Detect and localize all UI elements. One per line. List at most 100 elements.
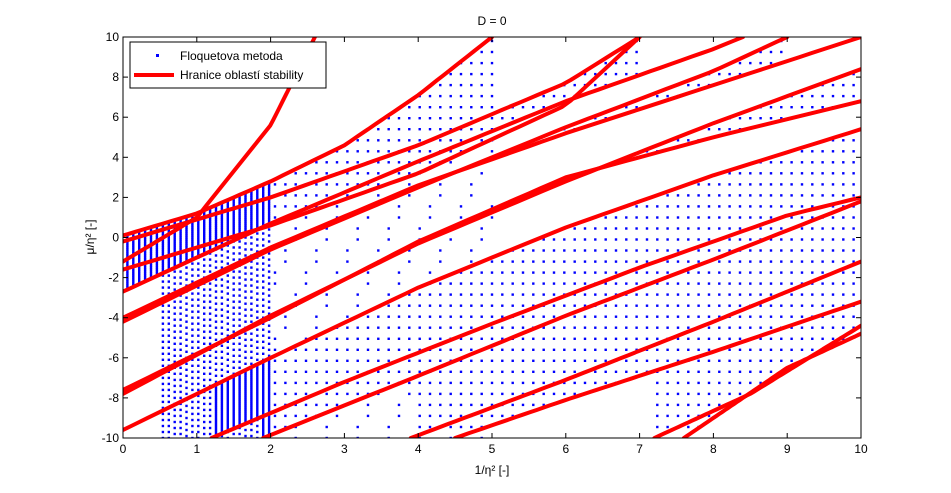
floquet-point: [208, 228, 212, 231]
floquet-point: [666, 359, 669, 362]
floquet-point: [728, 381, 731, 385]
floquet-point: [418, 414, 421, 418]
floquet-point: [244, 382, 247, 386]
floquet-point: [226, 256, 229, 259]
floquet-point: [470, 249, 473, 252]
floquet-point: [214, 414, 218, 418]
floquet-point: [697, 381, 700, 385]
floquet-point: [625, 260, 628, 263]
floquet-point: [842, 161, 845, 164]
floquet-point: [197, 248, 200, 251]
floquet-point: [256, 370, 259, 373]
floquet-point: [214, 418, 218, 422]
floquet-point: [284, 205, 287, 208]
floquet-point: [267, 300, 271, 303]
floquet-point: [656, 304, 659, 307]
floquet-point: [167, 304, 170, 307]
floquet-point: [220, 214, 224, 217]
floquet-point: [185, 234, 188, 237]
floquet-point: [552, 370, 556, 373]
floquet-point: [167, 436, 170, 438]
floquet-point: [449, 238, 452, 241]
floquet-point: [490, 117, 494, 120]
floquet-point: [138, 258, 141, 261]
floquet-point: [256, 216, 259, 219]
floquet-point: [167, 394, 170, 398]
floquet-point: [594, 72, 597, 76]
floquet-point: [179, 220, 182, 223]
floquet-point: [179, 258, 182, 261]
floquet-point: [238, 416, 241, 420]
floquet-point: [232, 412, 235, 416]
floquet-point: [408, 304, 411, 307]
floquet-point: [542, 94, 545, 98]
floquet-point: [707, 326, 711, 329]
floquet-point: [573, 293, 576, 296]
floquet-point: [490, 337, 494, 340]
floquet-point: [780, 227, 783, 230]
floquet-point: [759, 260, 762, 263]
floquet-point: [346, 183, 349, 186]
floquet-point: [161, 418, 165, 422]
floquet-point: [707, 227, 711, 230]
floquet-point: [811, 94, 814, 98]
floquet-point: [335, 205, 339, 208]
floquet-point: [161, 382, 165, 386]
floquet-point: [256, 298, 259, 301]
floquet-point: [250, 404, 253, 408]
floquet-point: [238, 228, 241, 231]
floquet-point: [676, 194, 680, 197]
floquet-point: [418, 227, 421, 230]
floquet-point: [428, 403, 432, 407]
floquet-point: [377, 161, 380, 164]
floquet-point: [238, 226, 241, 229]
floquet-point: [238, 414, 241, 418]
floquet-point: [800, 106, 804, 109]
floquet-point: [635, 216, 638, 219]
floquet-point: [573, 249, 576, 252]
floquet-point: [594, 260, 597, 263]
floquet-point: [238, 196, 241, 199]
floquet-point: [244, 412, 247, 416]
floquet-point: [244, 218, 247, 221]
floquet-point: [284, 381, 287, 385]
floquet-point: [191, 310, 194, 313]
floquet-point: [232, 406, 235, 410]
floquet-point: [267, 376, 271, 380]
floquet-point: [284, 392, 287, 396]
floquet-point: [738, 326, 742, 329]
floquet-point: [191, 430, 194, 434]
floquet-point: [377, 139, 380, 142]
floquet-point: [800, 194, 804, 197]
floquet-point: [687, 370, 690, 373]
floquet-point: [687, 337, 690, 340]
floquet-point: [749, 326, 752, 329]
floquet-point: [161, 376, 165, 380]
floquet-point: [428, 293, 432, 296]
floquet-point: [262, 232, 265, 235]
floquet-point: [470, 359, 473, 362]
floquet-point: [173, 384, 176, 388]
floquet-point: [490, 403, 494, 407]
floquet-point: [191, 376, 194, 380]
floquet-point: [214, 206, 218, 209]
floquet-point: [780, 172, 783, 175]
floquet-point: [244, 390, 247, 394]
floquet-point: [428, 326, 432, 329]
floquet-point: [408, 128, 411, 131]
floquet-point: [325, 403, 328, 407]
floquet-point: [759, 326, 762, 329]
floquet-point: [459, 370, 463, 373]
floquet-point: [250, 320, 253, 323]
floquet-point: [214, 362, 218, 365]
floquet-point: [738, 271, 742, 274]
floquet-point: [262, 372, 265, 375]
floquet-point: [459, 337, 463, 340]
floquet-point: [563, 326, 566, 329]
floquet-point: [203, 222, 206, 225]
floquet-point: [256, 224, 259, 227]
floquet-point: [179, 238, 182, 241]
floquet-point: [244, 384, 247, 388]
floquet-point: [179, 396, 182, 400]
floquet-point: [335, 337, 339, 340]
